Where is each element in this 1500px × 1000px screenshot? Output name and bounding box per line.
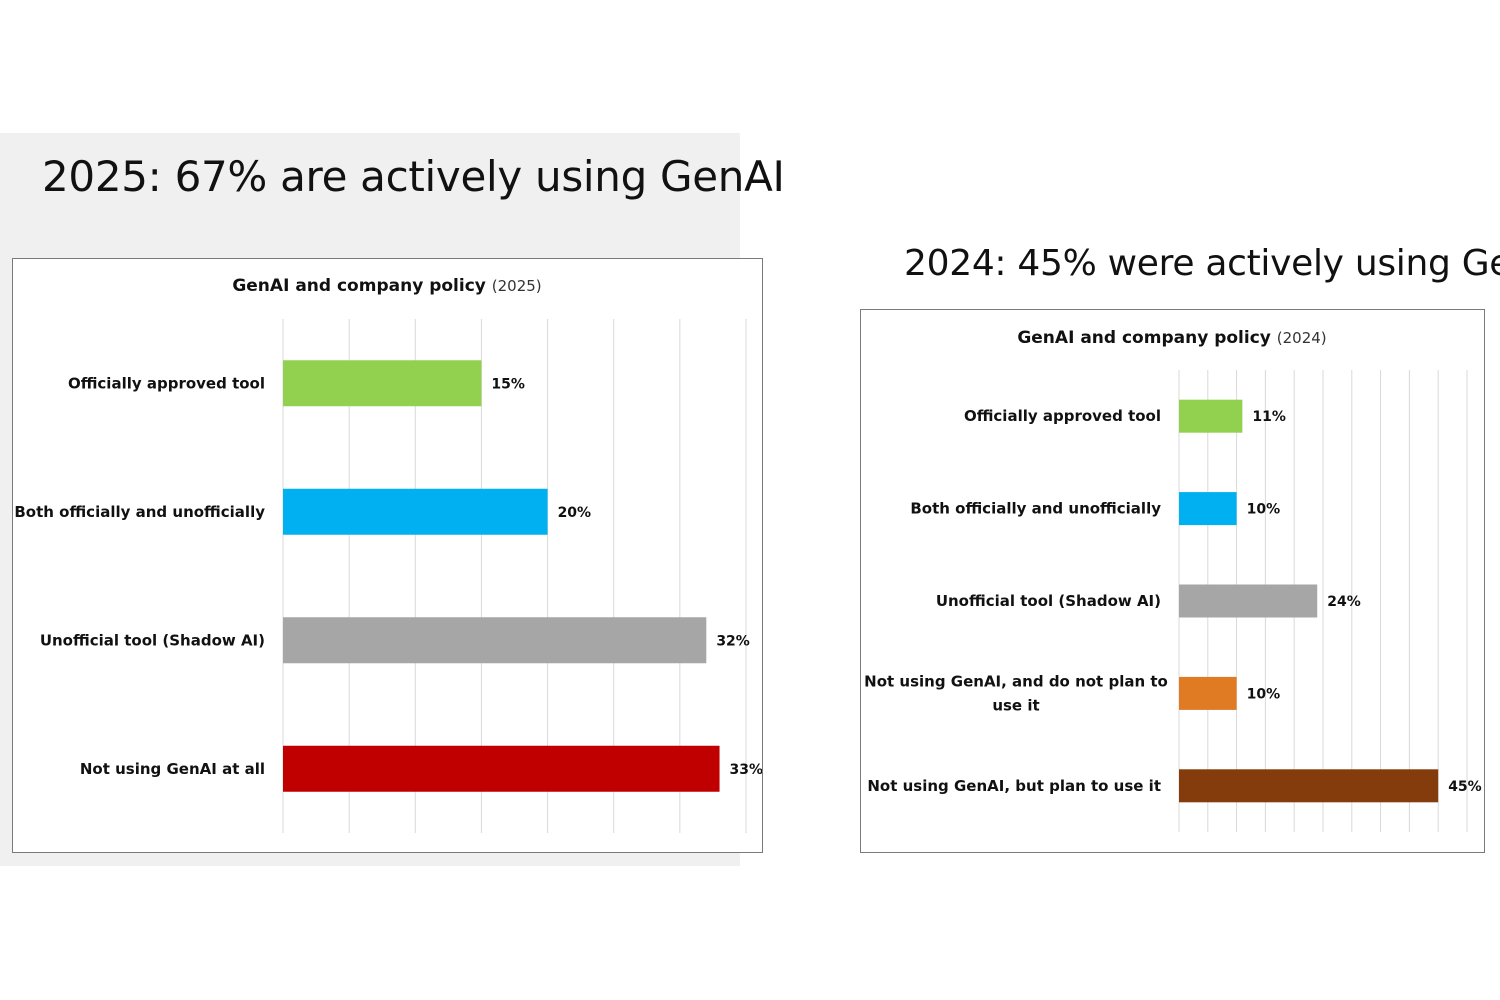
category-label: Officially approved tool xyxy=(68,374,265,392)
chart-2024: GenAI and company policy (2024) 11% Offici… xyxy=(864,328,1482,832)
category-label: Not using GenAI, but plan to use it xyxy=(867,777,1161,795)
chart-2025: GenAI and company policy (2025) 15% Offici… xyxy=(14,276,762,833)
chart-title: GenAI and company policy (2024) xyxy=(1017,328,1326,348)
data-label: 24% xyxy=(1327,594,1361,610)
bar xyxy=(283,617,707,664)
category-label: Both officially and unofficially xyxy=(910,500,1161,518)
bar xyxy=(1179,399,1243,433)
headline-2024: 2024: 45% were actively using GenAI xyxy=(904,243,1500,284)
chart-title-main: GenAI and company policy xyxy=(1017,328,1276,348)
category-label-line: Not using GenAI at all xyxy=(80,760,265,778)
category-label-line: Unofficial tool (Shadow AI) xyxy=(40,631,265,649)
bar xyxy=(283,360,482,407)
category-label: Unofficial tool (Shadow AI) xyxy=(936,592,1161,610)
bar xyxy=(283,745,720,792)
category-label-line: use it xyxy=(992,696,1039,714)
headline-2025: 2025: 67% are actively using GenAI xyxy=(42,152,785,201)
data-label: 45% xyxy=(1448,779,1482,795)
bar xyxy=(283,488,548,535)
category-label: Not using GenAI, and do not plan to use i… xyxy=(864,672,1168,714)
chart-title: GenAI and company policy (2025) xyxy=(232,276,541,296)
chart-title-year: (2025) xyxy=(492,277,542,295)
data-label: 15% xyxy=(491,376,525,392)
data-label: 20% xyxy=(558,505,592,521)
chart-panel-2025: GenAI and company policy (2025) 15% Offici… xyxy=(12,258,763,853)
chart-panel-2024: GenAI and company policy (2024) 11% Offici… xyxy=(860,309,1485,853)
category-label-line: Both officially and unofficially xyxy=(910,500,1161,518)
bar xyxy=(1179,769,1439,803)
category-label-line: Officially approved tool xyxy=(68,374,265,392)
category-label: Officially approved tool xyxy=(964,407,1161,425)
data-label: 32% xyxy=(716,633,750,649)
data-label: 10% xyxy=(1247,502,1281,518)
chart-title-main: GenAI and company policy xyxy=(232,276,491,296)
category-label: Unofficial tool (Shadow AI) xyxy=(40,631,265,649)
category-label-line: Both officially and unofficially xyxy=(14,503,265,521)
data-label: 11% xyxy=(1252,409,1286,425)
category-label: Both officially and unofficially xyxy=(14,503,265,521)
bar xyxy=(1179,676,1237,710)
chart-title-year: (2024) xyxy=(1277,329,1327,347)
data-label: 33% xyxy=(730,762,762,778)
category-label-line: Officially approved tool xyxy=(964,407,1161,425)
bar xyxy=(1179,492,1237,526)
category-label: Not using GenAI at all xyxy=(80,760,265,778)
category-label-line: Not using GenAI, but plan to use it xyxy=(867,777,1161,795)
category-label-line: Unofficial tool (Shadow AI) xyxy=(936,592,1161,610)
category-label-line: Not using GenAI, and do not plan to xyxy=(864,672,1168,690)
bar xyxy=(1179,584,1318,618)
data-label: 10% xyxy=(1247,686,1281,702)
